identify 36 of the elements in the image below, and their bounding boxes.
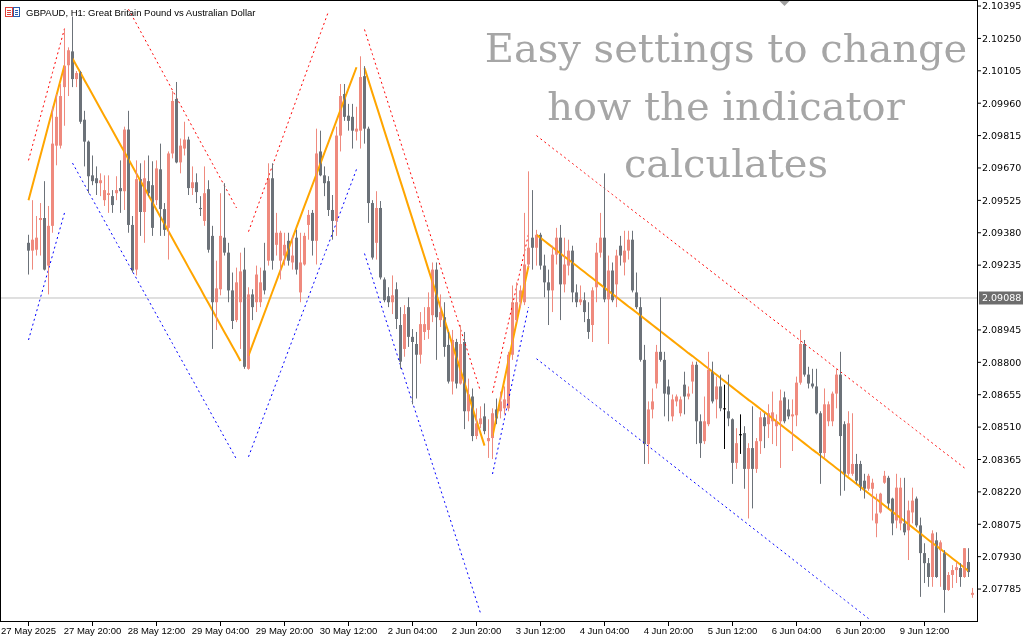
y-tick-label: 2.10395 [982,0,1022,12]
x-tick-label: 5 Jun 12:00 [707,625,758,636]
y-tick-label: 2.08800 [982,356,1022,368]
y-tick-label: 2.07785 [982,583,1022,595]
x-tick-label: 27 May 20:00 [63,625,122,636]
x-tick-label: 27 May 2025 [1,625,56,636]
y-tick-label: 2.10250 [982,32,1022,44]
x-tick-label: 2 Jun 20:00 [451,625,502,636]
x-tick-label: 6 Jun 20:00 [835,625,886,636]
x-tick-label: 9 Jun 12:00 [899,625,950,636]
x-tick-label: 3 Jun 12:00 [515,625,566,636]
y-tick-label: 2.08655 [982,389,1022,401]
y-tick-label: 2.09960 [982,97,1022,109]
x-tick-label: 29 May 20:00 [255,625,314,636]
x-tick-label: 2 Jun 04:00 [387,625,438,636]
text: GBPAUD, H1: Great Britain Pound vs Australian Dollar [26,6,256,18]
x-tick-label: 28 May 12:00 [127,625,186,636]
y-tick-label: 2.07930 [982,550,1022,562]
x-tick-label: 30 May 12:00 [319,625,378,636]
y-tick-label: 2.10105 [982,65,1022,77]
y-tick-label: 2.09525 [982,194,1022,206]
x-tick-label: 4 Jun 04:00 [579,625,630,636]
y-tick-label: 2.08220 [982,486,1022,498]
y-tick-label: 2.09235 [982,259,1022,271]
y-tick-label: 2.09670 [982,162,1022,174]
x-tick-label: 6 Jun 04:00 [771,625,822,636]
x-tick-label: 29 May 04:00 [191,625,250,636]
y-tick-label: 2.09815 [982,129,1022,141]
y-tick-label: 2.09380 [982,227,1022,239]
y-tick-label: 2.08075 [982,518,1022,530]
x-tick-label: 4 Jun 20:00 [643,625,694,636]
y-tick-label: 2.08510 [982,421,1022,433]
y-tick-label: 2.08365 [982,453,1022,465]
ref-line-label: 2.09088 [982,292,1022,304]
annotation: Easy settings to change how the indicator calculates [484,25,968,186]
y-tick-label: 2.08945 [982,324,1022,336]
